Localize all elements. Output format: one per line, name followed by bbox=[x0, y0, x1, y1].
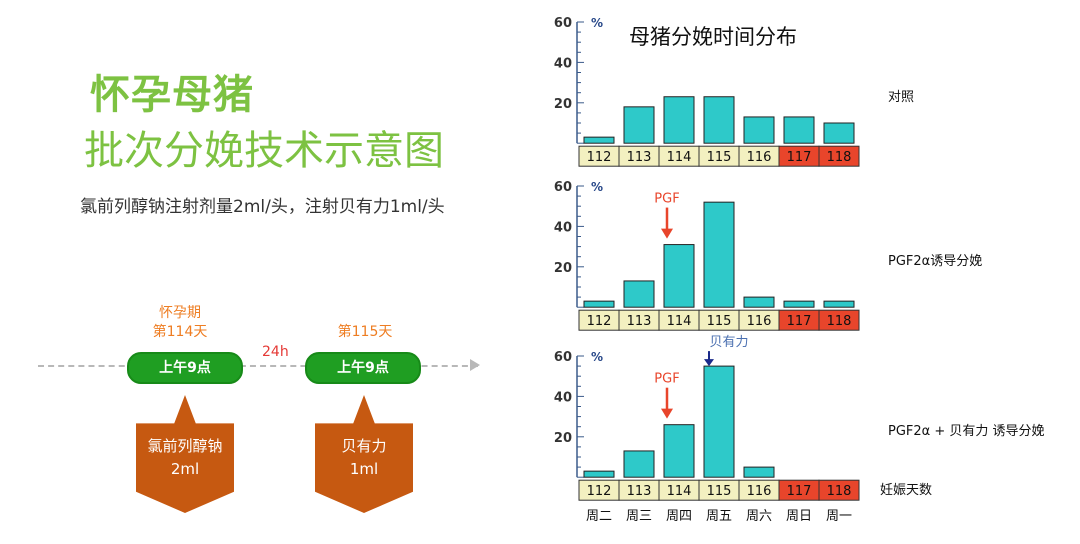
panel-1-marker-label: PGF bbox=[654, 192, 679, 207]
panel-1-bar-112 bbox=[583, 300, 615, 308]
panel-2-bar-112 bbox=[583, 470, 615, 478]
drug1-callout: 氯前列醇钠 2ml bbox=[136, 395, 234, 513]
timeline-arrowhead bbox=[470, 359, 480, 371]
panel-1-category-label: 117 bbox=[787, 314, 812, 329]
drug1-name: 氯前列醇钠 bbox=[147, 437, 223, 455]
panel-0-bar-114 bbox=[663, 96, 695, 144]
title-line-2: 批次分娩技术示意图 bbox=[84, 128, 444, 174]
panel-2-cell-118 bbox=[818, 479, 860, 501]
weekday-label: 周一 bbox=[826, 509, 852, 524]
panel-2-category-label: 117 bbox=[787, 484, 812, 499]
panel-2-bar-115 bbox=[703, 365, 735, 478]
panel-2-unit: % bbox=[591, 350, 603, 364]
panel-2-tick-label: 40 bbox=[554, 390, 572, 405]
panel-0-bar-118 bbox=[823, 122, 855, 144]
panel-1-bar-118 bbox=[823, 300, 855, 308]
title-line-1: 怀孕母猪 bbox=[90, 72, 254, 118]
panel-0-bar-113 bbox=[623, 106, 655, 144]
panel-0-bar-117 bbox=[783, 116, 815, 144]
drug2-dose: 1ml bbox=[349, 460, 379, 478]
panel-1-category-label: 113 bbox=[627, 314, 652, 329]
panel-1-tick-label: 40 bbox=[554, 220, 572, 235]
panel-2-category-label: 118 bbox=[827, 484, 852, 499]
panel-0-bar-115 bbox=[703, 96, 735, 144]
panel-0-bar-116 bbox=[743, 116, 775, 144]
panel-2-tick-label: 20 bbox=[554, 431, 572, 446]
panel-0-label: 对照 bbox=[888, 90, 914, 105]
panel-1-unit: % bbox=[591, 180, 603, 194]
panel-1-category-label: 112 bbox=[587, 314, 612, 329]
panel-0-category-label: 114 bbox=[667, 150, 692, 165]
drug1-dose: 2ml bbox=[170, 460, 200, 478]
panel-2-category-label: 115 bbox=[707, 484, 732, 499]
drug2-callout: 贝有力 1ml bbox=[315, 395, 413, 513]
drug2-name: 贝有力 bbox=[341, 437, 387, 455]
panel-1-bar-117 bbox=[783, 300, 815, 308]
panel-0-tick-label: 60 bbox=[554, 16, 572, 31]
panel-2-tick-label: 60 bbox=[554, 350, 572, 365]
panel-0-cell-118 bbox=[818, 145, 860, 167]
panel-0-category-label: 116 bbox=[747, 150, 772, 165]
panel-1-bar-113 bbox=[623, 280, 655, 308]
interval-label: 24h bbox=[262, 344, 289, 360]
panel-0-category-label: 112 bbox=[587, 150, 612, 165]
panel-0-unit: % bbox=[591, 16, 603, 30]
panel-2-category-label: 114 bbox=[667, 484, 692, 499]
panel-1-bar-116 bbox=[743, 296, 775, 308]
dosage-note: 氯前列醇钠注射剂量2ml/头，注射贝有力1ml/头 bbox=[80, 197, 445, 217]
panel-1-category-label: 114 bbox=[667, 314, 692, 329]
panel-1-tick-label: 20 bbox=[554, 261, 572, 276]
panel-2-marker-arrowhead bbox=[704, 359, 714, 367]
panel-0-category-label: 118 bbox=[827, 150, 852, 165]
panel-1-category-label: 115 bbox=[707, 314, 732, 329]
weekday-label: 周三 bbox=[626, 509, 652, 524]
parturition-chart: 母猪分娩时间分布 20 40 60 % 112 113 114 115 116 117 118 对照 20… bbox=[554, 16, 1045, 524]
panel-2-bar-114 bbox=[663, 424, 695, 478]
panel-1-category-label: 116 bbox=[747, 314, 772, 329]
panel-2-bar-116 bbox=[743, 466, 775, 478]
panel-1-category-label: 118 bbox=[827, 314, 852, 329]
panel-0-bar-112 bbox=[583, 136, 615, 144]
panel-2-bar-113 bbox=[623, 450, 655, 478]
weekday-label: 周五 bbox=[706, 509, 732, 524]
event2-time-pill: 上午9点 bbox=[305, 352, 421, 384]
timeline-line bbox=[38, 365, 478, 367]
weekday-label: 周日 bbox=[786, 509, 812, 524]
event1-day-label: 第114天 bbox=[152, 324, 208, 340]
panel-1-bar-115 bbox=[703, 201, 735, 308]
panel-2-marker-arrowhead bbox=[661, 408, 673, 419]
panel-0-category-label: 113 bbox=[627, 150, 652, 165]
panel-2-category-label: 116 bbox=[747, 484, 772, 499]
event1-period-label: 怀孕期 bbox=[159, 305, 201, 321]
panel-0-tick-label: 20 bbox=[554, 97, 572, 112]
x-axis-caption: 妊娠天数 bbox=[880, 483, 932, 498]
weekday-label: 周六 bbox=[746, 509, 772, 524]
panel-2-marker-label: PGF bbox=[654, 372, 679, 387]
event1-time-pill: 上午9点 bbox=[127, 352, 243, 384]
panel-0-category-label: 115 bbox=[707, 150, 732, 165]
panel-2-category-label: 112 bbox=[587, 484, 612, 499]
event2-day-label: 第115天 bbox=[337, 324, 393, 340]
panel-0-category-label: 117 bbox=[787, 150, 812, 165]
panel-1-marker-arrowhead bbox=[661, 228, 673, 239]
panel-1-label: PGF2α诱导分娩 bbox=[888, 254, 982, 269]
panel-0-tick-label: 40 bbox=[554, 56, 572, 71]
panel-2-category-label: 113 bbox=[627, 484, 652, 499]
chart-title: 母猪分娩时间分布 bbox=[629, 25, 797, 49]
weekday-label: 周四 bbox=[666, 509, 692, 524]
panel-2-label: PGF2α + 贝有力 诱导分娩 bbox=[888, 424, 1045, 439]
panel-1-cell-118 bbox=[818, 309, 860, 331]
panel-1-tick-label: 60 bbox=[554, 180, 572, 195]
weekday-label: 周二 bbox=[586, 509, 612, 524]
panel-1-bar-114 bbox=[663, 244, 695, 308]
panel-2-marker-label: 贝有力 bbox=[709, 335, 748, 350]
